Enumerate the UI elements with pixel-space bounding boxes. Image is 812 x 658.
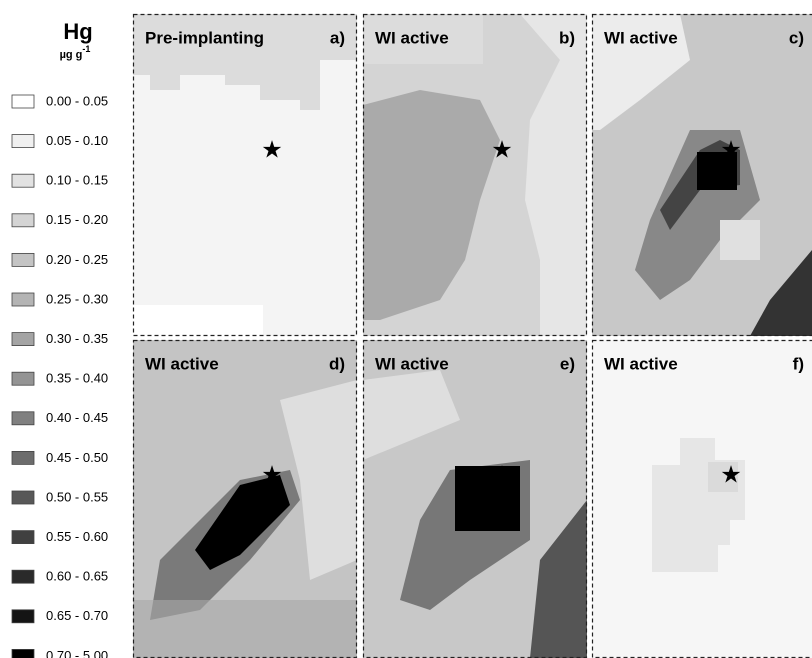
unit-exponent: -1: [82, 44, 90, 54]
legend-label: 0.10 - 0.15: [46, 173, 108, 188]
panel-title: WI active: [604, 354, 678, 373]
legend-label: 0.15 - 0.20: [46, 212, 108, 227]
legend-swatch: [11, 173, 35, 188]
legend-swatch: [11, 649, 35, 658]
star-marker: ★: [720, 136, 742, 163]
legend-label: 0.25 - 0.30: [46, 291, 108, 306]
map-f: [592, 340, 812, 658]
legend-label: 0.60 - 0.65: [46, 569, 108, 584]
legend-title: Hg: [63, 19, 92, 44]
map-b: [363, 14, 587, 336]
panel-title: WI active: [145, 354, 219, 373]
legend-swatch: [11, 609, 35, 624]
legend-swatch: [11, 569, 35, 584]
panel-title: WI active: [604, 28, 678, 47]
legend-label: 0.05 - 0.10: [46, 133, 108, 148]
legend-unit: µg g-1: [60, 44, 91, 61]
legend-swatch: [11, 94, 35, 109]
legend-label: 0.45 - 0.50: [46, 450, 108, 465]
panel-letter: a): [330, 28, 345, 47]
map-d: [133, 340, 357, 658]
legend-swatch: [11, 371, 35, 386]
unit: µg g: [60, 49, 83, 61]
legend-swatch: [11, 530, 35, 544]
map-a: [133, 14, 357, 336]
legend-label: 0.65 - 0.70: [46, 608, 108, 623]
legend-swatch: [11, 213, 35, 228]
legend-swatch: [11, 332, 35, 347]
legend-label: 0.35 - 0.40: [46, 371, 108, 386]
panel-letter: f): [793, 354, 804, 373]
legend-swatch: [11, 411, 35, 426]
legend-label: 0.70 - 5.00: [46, 648, 108, 658]
panel-letter: b): [559, 28, 575, 47]
panel-letter: c): [789, 28, 804, 47]
star-marker: ★: [491, 461, 513, 488]
legend: 0.00 - 0.05 0.05 - 0.10 0.10 - 0.15 0.15 - …: [11, 93, 108, 658]
panel-frame: [591, 13, 812, 337]
panel-title: WI active: [375, 354, 449, 373]
legend-swatch: [11, 292, 35, 307]
legend-label: 0.50 - 0.55: [46, 489, 108, 504]
legend-swatch: [11, 134, 35, 149]
legend-label: 0.55 - 0.60: [46, 529, 108, 544]
legend-swatch: [11, 490, 35, 505]
panel-frame: [362, 13, 588, 337]
legend-swatch: [11, 252, 35, 267]
star-marker: ★: [491, 136, 513, 163]
legend-swatch: [11, 450, 35, 465]
star-marker: ★: [261, 461, 283, 488]
star-marker: ★: [261, 136, 283, 163]
panel-letter: e): [560, 354, 575, 373]
panel-title: Pre-implanting: [145, 28, 264, 47]
legend-label: 0.40 - 0.45: [46, 410, 108, 425]
legend-label: 0.30 - 0.35: [46, 331, 108, 346]
panel-title: WI active: [375, 28, 449, 47]
map-e: [363, 340, 587, 658]
legend-label: 0.00 - 0.05: [46, 93, 108, 108]
map-c: [592, 14, 812, 336]
star-marker: ★: [720, 461, 742, 488]
panel-frame: [132, 13, 358, 337]
legend-label: 0.20 - 0.25: [46, 252, 108, 267]
panel-letter: d): [329, 354, 345, 373]
